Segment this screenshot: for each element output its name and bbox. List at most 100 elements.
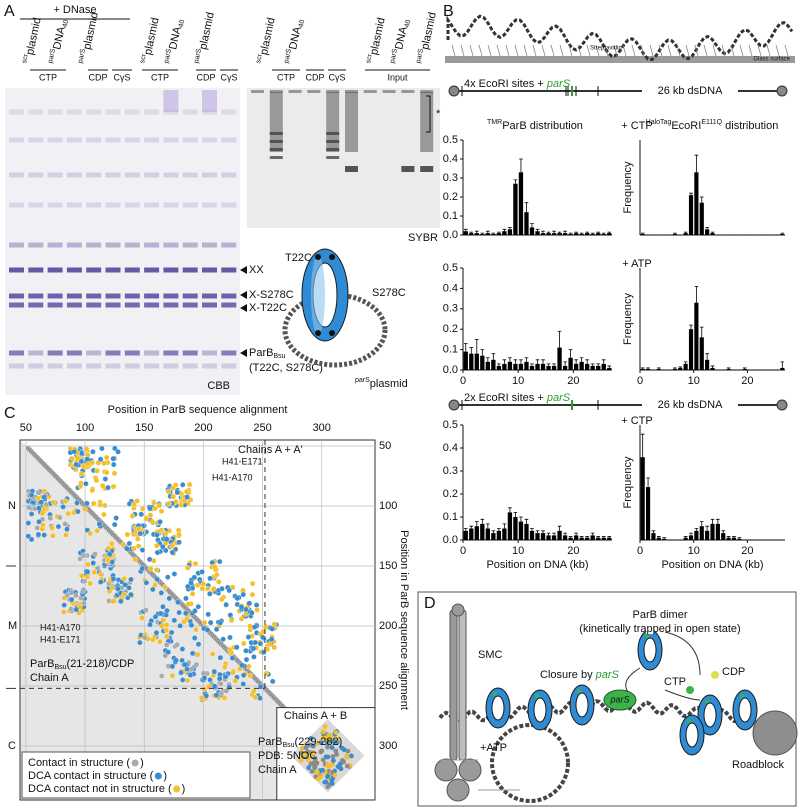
dnase-label: + DNase (53, 4, 96, 16)
bar (524, 212, 529, 235)
gel-smear (345, 92, 358, 152)
bar (518, 521, 524, 540)
contact-dot (73, 461, 80, 468)
gel-band (202, 137, 217, 143)
contact-dot (174, 641, 180, 648)
error-bar (530, 528, 534, 531)
panel-a: + DNasescrplasmidparSDNA40parSplasmidscr… (9, 4, 441, 392)
structure-label: ParBBsu(21-218)/CDP (30, 658, 134, 671)
contact-dot (325, 754, 331, 760)
gel-band (66, 363, 82, 369)
closure-label-part: Closure by (540, 669, 596, 681)
error-bar (469, 525, 474, 529)
lane-label: parSDNA40 (47, 18, 70, 66)
contact-dot (348, 753, 354, 759)
gel-band (326, 132, 340, 135)
lane-label-part: parS (283, 48, 293, 64)
contact-dot (79, 573, 85, 579)
contact-dot (115, 585, 121, 592)
inset-map (290, 718, 365, 793)
gel-smear (269, 92, 283, 152)
contact-dot (160, 617, 166, 623)
bar (557, 233, 562, 235)
contact-dot (309, 768, 315, 774)
error-bar (640, 433, 645, 458)
tether (685, 44, 690, 57)
error-bar (579, 357, 584, 362)
error-bar (705, 353, 709, 360)
bar (737, 538, 742, 540)
gel-band (144, 242, 160, 248)
glass-label: Glass surface (753, 57, 790, 63)
contact-dot (175, 599, 181, 605)
bar (710, 523, 715, 540)
contact-dot (331, 738, 337, 744)
error-bar (469, 347, 474, 354)
contact-dot (234, 595, 241, 602)
tether (658, 44, 663, 57)
x-tick-label: 150 (135, 422, 153, 434)
contact-dot (162, 530, 169, 537)
gel-band (105, 293, 121, 299)
contact-dot (212, 563, 218, 570)
error-bar (463, 343, 468, 352)
contact-dot (195, 641, 202, 647)
error-bar (574, 359, 578, 364)
smc-label: SMC (478, 649, 503, 661)
bar (529, 365, 535, 370)
gel-band (9, 202, 24, 208)
lane-label-part: parS (415, 48, 425, 64)
error-bar (513, 512, 518, 517)
bar (607, 233, 612, 235)
contact-dot (26, 504, 32, 511)
contact-dot (118, 598, 124, 605)
error-bar (596, 363, 601, 366)
gel-band (9, 363, 24, 369)
cdp-dot (711, 671, 719, 679)
contact-dot (142, 634, 148, 641)
contact-dot (97, 579, 104, 585)
x-tick-label: 0 (637, 375, 643, 387)
gel-band (144, 202, 160, 208)
error-bar (601, 232, 606, 235)
bar (710, 367, 715, 370)
y-tick-label: 0.3 (443, 172, 458, 184)
contact-dot (251, 624, 258, 630)
construct-label-part: parS (546, 78, 571, 90)
gel-smear (326, 92, 340, 152)
contact-dot (201, 675, 208, 681)
pair-label: H41-A170 (40, 622, 81, 632)
y-tick-label: 0.2 (443, 191, 458, 203)
tether (505, 44, 510, 57)
contact-dot (25, 533, 32, 539)
nucleotide (492, 691, 498, 697)
error-bar (497, 231, 501, 234)
contact-dot (35, 531, 42, 538)
gel-band (105, 137, 121, 143)
x-axis-label: Position on DNA (kb) (486, 559, 588, 571)
bar (601, 234, 606, 235)
y-axis-label: Frequency (622, 293, 634, 345)
gel-band (105, 267, 121, 273)
construct-label-part: parS (546, 392, 571, 404)
nucleotide (686, 718, 692, 724)
bar (485, 528, 490, 540)
contact-dot (329, 745, 335, 750)
error-bar (491, 353, 496, 360)
treatment-label: CγS (220, 72, 237, 82)
error-bar (596, 231, 601, 234)
tether (478, 44, 483, 57)
bar (502, 363, 507, 370)
gel-band (9, 350, 24, 356)
contact-dot (214, 571, 220, 578)
contact-dot (157, 610, 164, 617)
gel-well (345, 90, 358, 93)
bar (699, 526, 704, 540)
error-bar (491, 530, 496, 534)
contact-dot (325, 744, 330, 750)
contact-dot (126, 585, 132, 591)
gel-band (86, 350, 102, 356)
nucleotide (739, 693, 745, 699)
contact-dot (191, 635, 198, 641)
